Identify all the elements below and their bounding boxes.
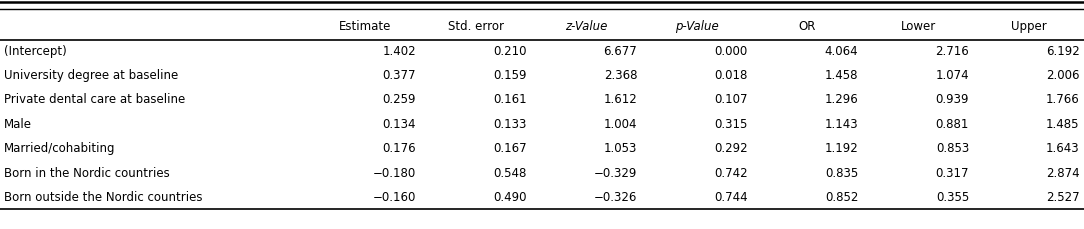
Text: 1.192: 1.192 bbox=[825, 142, 859, 155]
Text: 0.377: 0.377 bbox=[383, 69, 416, 82]
Text: 0.167: 0.167 bbox=[493, 142, 527, 155]
Text: 1.485: 1.485 bbox=[1046, 117, 1080, 130]
Text: 0.355: 0.355 bbox=[935, 190, 969, 203]
Text: 1.053: 1.053 bbox=[604, 142, 637, 155]
Text: 0.315: 0.315 bbox=[714, 117, 748, 130]
Text: 0.744: 0.744 bbox=[714, 190, 748, 203]
Text: p-Value: p-Value bbox=[675, 20, 719, 33]
Text: −0.326: −0.326 bbox=[594, 190, 637, 203]
Text: 0.259: 0.259 bbox=[383, 93, 416, 106]
Text: Estimate: Estimate bbox=[339, 20, 391, 33]
Text: Married/cohabiting: Married/cohabiting bbox=[4, 142, 116, 155]
Text: 2.716: 2.716 bbox=[935, 44, 969, 57]
Text: 0.881: 0.881 bbox=[935, 117, 969, 130]
Text: 0.939: 0.939 bbox=[935, 93, 969, 106]
Text: 0.210: 0.210 bbox=[493, 44, 527, 57]
Text: 0.000: 0.000 bbox=[714, 44, 748, 57]
Text: 0.018: 0.018 bbox=[714, 69, 748, 82]
Text: Male: Male bbox=[4, 117, 33, 130]
Text: 2.368: 2.368 bbox=[604, 69, 637, 82]
Text: 1.402: 1.402 bbox=[383, 44, 416, 57]
Text: OR: OR bbox=[799, 20, 816, 33]
Text: 1.643: 1.643 bbox=[1046, 142, 1080, 155]
Text: 0.107: 0.107 bbox=[714, 93, 748, 106]
Text: 0.835: 0.835 bbox=[825, 166, 859, 179]
Text: 0.548: 0.548 bbox=[493, 166, 527, 179]
Text: 2.874: 2.874 bbox=[1046, 166, 1080, 179]
Text: Born in the Nordic countries: Born in the Nordic countries bbox=[4, 166, 170, 179]
Text: University degree at baseline: University degree at baseline bbox=[4, 69, 179, 82]
Text: 2.006: 2.006 bbox=[1046, 69, 1080, 82]
Text: 1.074: 1.074 bbox=[935, 69, 969, 82]
Text: 0.853: 0.853 bbox=[935, 142, 969, 155]
Text: 1.458: 1.458 bbox=[825, 69, 859, 82]
Text: (Intercept): (Intercept) bbox=[4, 44, 67, 57]
Text: 2.527: 2.527 bbox=[1046, 190, 1080, 203]
Text: 0.159: 0.159 bbox=[493, 69, 527, 82]
Text: 0.852: 0.852 bbox=[825, 190, 859, 203]
Text: 1.612: 1.612 bbox=[604, 93, 637, 106]
Text: 1.143: 1.143 bbox=[825, 117, 859, 130]
Text: 6.192: 6.192 bbox=[1046, 44, 1080, 57]
Text: −0.329: −0.329 bbox=[594, 166, 637, 179]
Text: 0.292: 0.292 bbox=[714, 142, 748, 155]
Text: Born outside the Nordic countries: Born outside the Nordic countries bbox=[4, 190, 203, 203]
Text: Upper: Upper bbox=[1010, 20, 1046, 33]
Text: 1.766: 1.766 bbox=[1046, 93, 1080, 106]
Text: z-Value: z-Value bbox=[565, 20, 607, 33]
Text: 1.004: 1.004 bbox=[604, 117, 637, 130]
Text: Private dental care at baseline: Private dental care at baseline bbox=[4, 93, 185, 106]
Text: −0.160: −0.160 bbox=[373, 190, 416, 203]
Text: 0.133: 0.133 bbox=[493, 117, 527, 130]
Text: 0.176: 0.176 bbox=[383, 142, 416, 155]
Text: 0.134: 0.134 bbox=[383, 117, 416, 130]
Text: 0.161: 0.161 bbox=[493, 93, 527, 106]
Text: 0.742: 0.742 bbox=[714, 166, 748, 179]
Text: 1.296: 1.296 bbox=[825, 93, 859, 106]
Text: −0.180: −0.180 bbox=[373, 166, 416, 179]
Text: 6.677: 6.677 bbox=[604, 44, 637, 57]
Text: Std. error: Std. error bbox=[448, 20, 504, 33]
Text: Lower: Lower bbox=[901, 20, 935, 33]
Text: 0.490: 0.490 bbox=[493, 190, 527, 203]
Text: 0.317: 0.317 bbox=[935, 166, 969, 179]
Text: 4.064: 4.064 bbox=[825, 44, 859, 57]
